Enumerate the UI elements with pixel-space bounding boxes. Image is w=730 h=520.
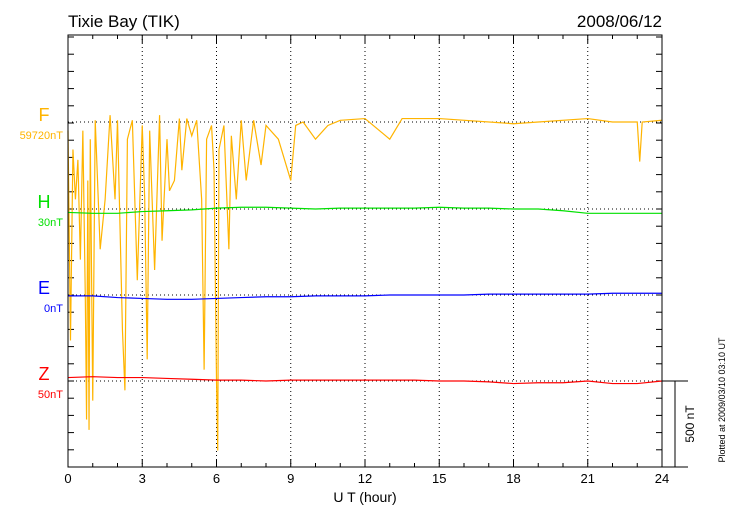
series-baseline-label-E: 0nT (44, 303, 63, 315)
series-name-H: H (38, 192, 51, 212)
x-tick-label: 18 (506, 471, 520, 486)
series-baseline-label-Z: 50nT (38, 389, 63, 401)
scale-bar-label: 500 nT (683, 405, 697, 443)
series-baseline-label-F: 59720nT (20, 130, 64, 142)
series-line-F (67, 115, 663, 451)
x-tick-label: 6 (213, 471, 220, 486)
x-tick-label: 9 (287, 471, 294, 486)
series-name-E: E (38, 278, 50, 298)
series-line-H (67, 206, 662, 214)
series-line-Z (67, 376, 663, 385)
series-line-E (68, 292, 662, 300)
x-tick-label: 12 (358, 471, 372, 486)
chart-title: Tixie Bay (TIK) (68, 12, 180, 31)
x-tick-label: 0 (64, 471, 71, 486)
x-tick-label: 21 (581, 471, 595, 486)
plot-frame (67, 34, 663, 468)
x-axis-label: U T (hour) (333, 489, 396, 505)
series-baseline-label-H: 30nT (38, 217, 63, 229)
x-tick-label: 15 (432, 471, 446, 486)
chart-date: 2008/06/12 (577, 12, 662, 31)
series-name-F: F (39, 105, 50, 125)
x-tick-label: 3 (139, 471, 146, 486)
series-name-Z: Z (39, 364, 50, 384)
plotted-at-footer: Plotted at 2009/03/10 03:10 UT (717, 337, 727, 463)
x-tick-label: 24 (655, 471, 669, 486)
